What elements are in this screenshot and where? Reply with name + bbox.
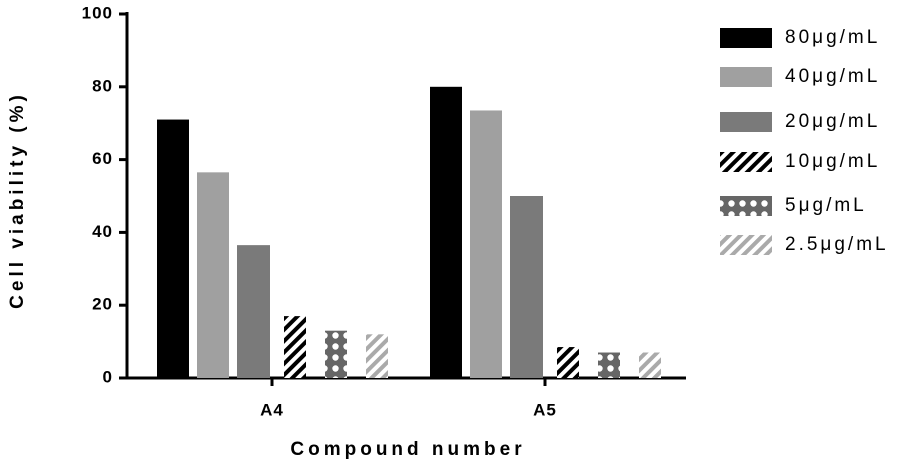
bar [157,120,189,378]
x-tick-label: A5 [533,400,557,419]
x-axis-title: Compound number [290,439,525,460]
legend-label: 40μg/mL [785,66,880,87]
bar [325,331,347,378]
bar [598,353,620,378]
legend-swatch [720,112,772,132]
legend-swatch [720,67,772,87]
y-tick-label: 60 [92,149,113,168]
bar [237,245,270,378]
legend-swatch [720,196,772,216]
bar [197,172,229,378]
legend-label: 10μg/mL [785,151,880,172]
legend-label: 20μg/mL [785,111,880,132]
y-tick-label: 20 [92,295,113,314]
bar [366,334,388,378]
bar [470,110,502,378]
legend-swatch [720,235,772,255]
bar [639,353,661,378]
bar [510,196,543,378]
legend-swatch [720,28,772,48]
y-tick-label: 40 [92,222,113,241]
y-tick-label: 100 [82,3,113,22]
x-tick-label: A4 [260,400,284,419]
bar [284,316,306,378]
legend-label: 5μg/mL [785,195,867,216]
y-axis-title: Cell viability (%) [7,91,28,309]
legend-label: 80μg/mL [785,27,880,48]
bar [430,87,462,378]
y-tick-label: 0 [103,367,113,386]
y-tick-label: 80 [92,76,113,95]
legend-swatch [720,152,772,172]
chart: Compound number Cell viability (%) 0 20 40… [0,0,910,469]
legend-label: 2.5μg/mL [785,234,889,255]
bar [557,347,579,378]
